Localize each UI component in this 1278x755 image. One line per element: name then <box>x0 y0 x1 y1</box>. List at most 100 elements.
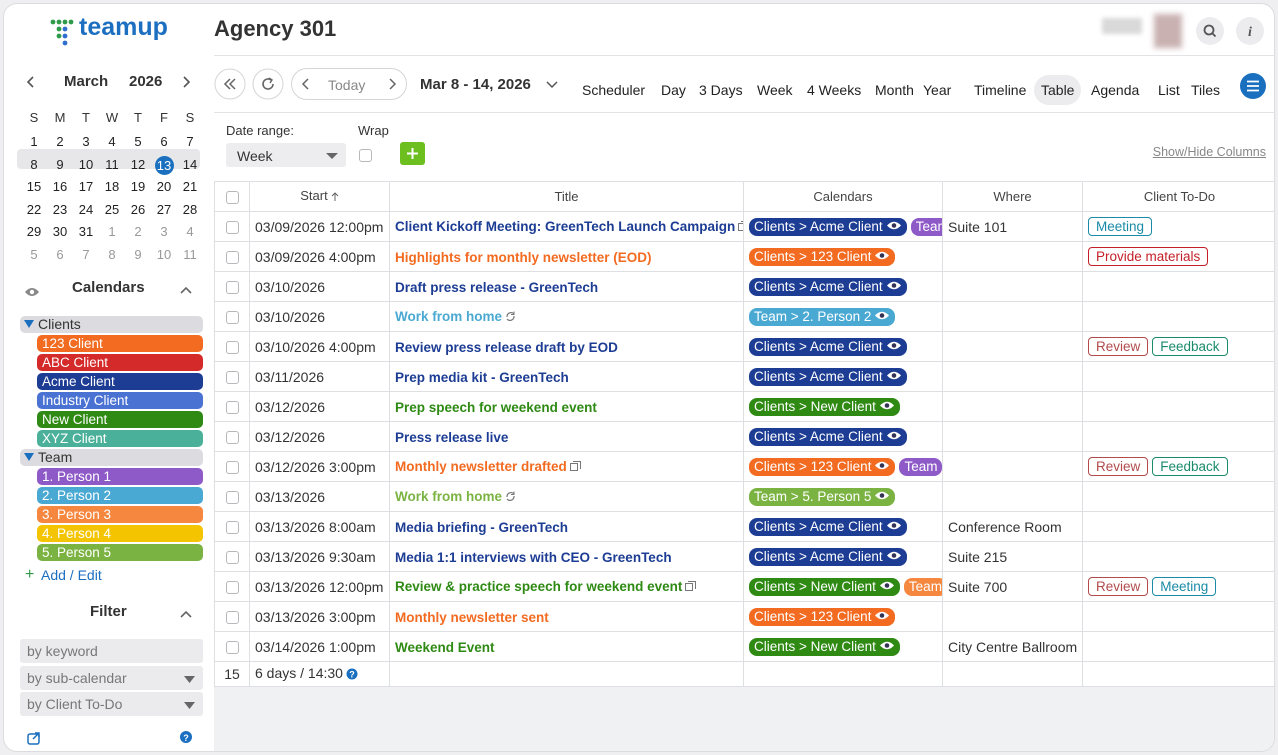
day[interactable]: 21 <box>177 178 203 195</box>
share-icon[interactable] <box>26 730 42 746</box>
day[interactable]: 17 <box>73 178 99 195</box>
day[interactable]: 2 <box>47 133 73 150</box>
day[interactable]: 29 <box>21 223 47 240</box>
date-range-select[interactable]: Week <box>226 143 346 167</box>
event-row[interactable]: 03/12/2026 Press release live Clients > Ac… <box>214 421 1274 452</box>
view-tab[interactable]: Week <box>757 82 793 98</box>
calendar-item[interactable]: 1. Person 1 <box>37 468 203 485</box>
range-dropdown[interactable] <box>545 80 559 90</box>
event-title[interactable]: Work from home <box>395 308 503 324</box>
checkbox[interactable] <box>225 551 239 565</box>
checkbox[interactable] <box>225 581 239 595</box>
add-edit-link[interactable]: Add / Edit <box>41 567 102 583</box>
event-row[interactable]: 03/13/2026 Work from home Team > 5. Person… <box>214 481 1274 512</box>
event-row[interactable]: 03/10/2026 4:00pm Review press release dr… <box>214 331 1274 362</box>
collapse-filter[interactable] <box>179 608 193 620</box>
add-column-button[interactable] <box>400 142 426 166</box>
wrap-checkbox[interactable] <box>359 149 372 162</box>
day[interactable]: 11 <box>177 246 203 263</box>
view-tab[interactable]: 4 Weeks <box>807 82 862 98</box>
checkbox[interactable] <box>225 311 239 325</box>
filter-input[interactable]: by Client To-Do <box>20 692 203 716</box>
column-header[interactable]: Start <box>249 181 390 212</box>
day[interactable]: 23 <box>47 201 73 218</box>
event-row[interactable]: 03/12/2026 Prep speech for weekend event C… <box>214 391 1274 422</box>
calendar-group[interactable]: Team <box>20 449 203 466</box>
today-button[interactable]: Today <box>328 77 366 93</box>
day[interactable]: 5 <box>21 246 47 263</box>
column-header[interactable]: Client To-Do <box>1082 181 1274 212</box>
eye-icon[interactable] <box>24 286 40 298</box>
day[interactable]: 24 <box>73 201 99 218</box>
day[interactable]: 31 <box>73 223 99 240</box>
column-header[interactable]: Where <box>942 181 1083 212</box>
event-title[interactable]: Monthly newsletter drafted <box>395 458 567 474</box>
event-row[interactable]: 03/10/2026 Work from home Team > 2. Person… <box>214 301 1274 332</box>
day[interactable]: 25 <box>99 201 125 218</box>
checkbox[interactable] <box>225 371 239 385</box>
event-title[interactable]: Weekend Event <box>395 639 495 655</box>
group-toggle[interactable] <box>24 453 34 462</box>
view-tab[interactable]: Day <box>661 82 686 98</box>
event-title[interactable]: Client Kickoff Meeting: GreenTech Launch… <box>395 218 736 234</box>
day[interactable]: 7 <box>177 133 203 150</box>
day[interactable]: 16 <box>47 178 73 195</box>
day[interactable]: 5 <box>125 133 151 150</box>
view-tab[interactable]: Agenda <box>1091 82 1140 98</box>
event-title[interactable]: Media 1:1 interviews with CEO - GreenTec… <box>395 549 672 565</box>
calendar-item[interactable]: Industry Client <box>37 392 203 409</box>
next-range[interactable] <box>386 77 398 91</box>
calendar-item[interactable]: 2. Person 2 <box>37 487 203 504</box>
day[interactable]: 6 <box>47 246 73 263</box>
calendar-item[interactable]: 123 Client <box>37 335 203 352</box>
column-header[interactable]: Calendars <box>743 181 943 212</box>
day[interactable]: 4 <box>99 133 125 150</box>
day[interactable]: 14 <box>177 156 203 173</box>
event-row[interactable]: 03/11/2026 Prep media kit - GreenTech Clie… <box>214 361 1274 392</box>
event-title[interactable]: Prep speech for weekend event <box>395 399 597 415</box>
event-row[interactable]: 03/09/2026 4:00pm Highlights for monthly … <box>214 241 1274 272</box>
day[interactable]: 30 <box>47 223 73 240</box>
event-row[interactable]: 03/13/2026 3:00pm Monthly newsletter sent… <box>214 601 1274 632</box>
calendar-group[interactable]: Clients <box>20 316 203 333</box>
calendar-item[interactable]: 3. Person 3 <box>37 506 203 523</box>
event-title[interactable]: Prep media kit - GreenTech <box>395 369 569 385</box>
day[interactable]: 1 <box>21 133 47 150</box>
filter-input[interactable]: by keyword <box>20 639 203 663</box>
calendar-item[interactable]: 5. Person 5 <box>37 544 203 561</box>
event-row[interactable]: 03/12/2026 3:00pm Monthly newsletter draf… <box>214 451 1274 482</box>
day[interactable]: 4 <box>177 223 203 240</box>
help-icon[interactable]: ? <box>179 730 193 744</box>
event-title[interactable]: Media briefing - GreenTech <box>395 519 569 535</box>
show-hide-columns[interactable]: Show/Hide Columns <box>1152 145 1266 159</box>
view-tab[interactable]: 3 Days <box>699 82 743 98</box>
event-title[interactable]: Work from home <box>395 488 503 504</box>
view-tab[interactable]: Tiles <box>1191 82 1221 98</box>
event-title[interactable]: Highlights for monthly newsletter (EOD) <box>395 249 652 265</box>
help[interactable]: ? <box>346 668 358 680</box>
checkbox[interactable] <box>225 431 239 445</box>
filter-input[interactable]: by sub-calendar <box>20 665 203 690</box>
view-tab[interactable]: Timeline <box>974 82 1027 98</box>
event-row[interactable]: 03/14/2026 1:00pm Weekend Event Clients > … <box>214 631 1274 662</box>
prev-range[interactable] <box>300 77 312 91</box>
checkbox[interactable] <box>225 461 239 475</box>
day[interactable]: 27 <box>151 201 177 218</box>
day[interactable]: 12 <box>125 156 151 173</box>
day[interactable]: 9 <box>125 246 151 263</box>
calendar-item[interactable]: 4. Person 4 <box>37 525 203 542</box>
event-row[interactable]: 03/13/2026 12:00pm Review & practice spee… <box>214 571 1274 602</box>
event-row[interactable]: 03/13/2026 9:30am Media 1:1 interviews wi… <box>214 541 1274 572</box>
avatar[interactable] <box>1154 14 1182 48</box>
view-tab[interactable]: Month <box>875 82 914 98</box>
day[interactable]: 6 <box>151 133 177 150</box>
column-header[interactable]: Title <box>389 181 744 212</box>
view-tab[interactable]: Scheduler <box>582 82 646 98</box>
day[interactable]: 13 <box>151 155 177 175</box>
day[interactable]: 3 <box>73 133 99 150</box>
calendar-item[interactable]: New Client <box>37 411 203 428</box>
day[interactable]: 8 <box>99 246 125 263</box>
day[interactable]: 2 <box>125 223 151 240</box>
prev-month[interactable] <box>24 74 38 90</box>
day[interactable]: 7 <box>73 246 99 263</box>
